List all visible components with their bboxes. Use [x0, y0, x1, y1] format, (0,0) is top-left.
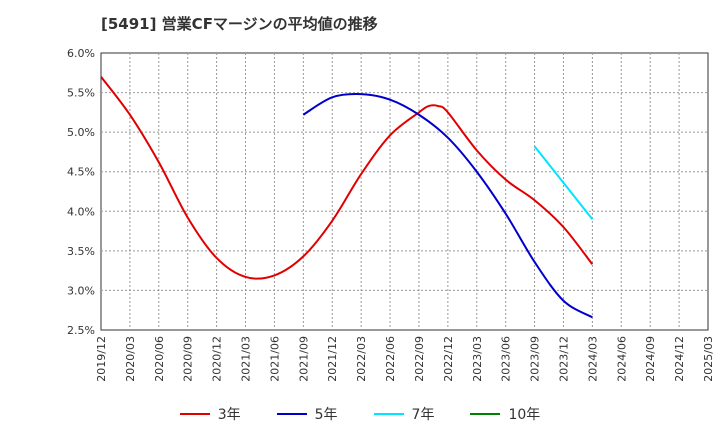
y-tick-label: 5.5%: [67, 87, 95, 100]
chart-title: [5491] 営業CFマージンの平均値の推移: [101, 15, 378, 33]
y-tick-label: 3.5%: [67, 245, 95, 258]
y-tick-label: 2.5%: [67, 324, 95, 337]
x-tick-label: 2021/06: [268, 336, 281, 382]
x-tick-label: 2024/12: [673, 336, 686, 382]
x-tick-label: 2021/12: [326, 336, 339, 382]
legend-label: 5年: [314, 407, 338, 423]
x-tick-label: 2022/06: [384, 336, 397, 382]
series-line-3年: [100, 76, 594, 280]
y-tick-label: 6.0%: [67, 47, 95, 60]
x-tick-label: 2023/03: [471, 336, 484, 382]
legend-item: 3年: [179, 404, 241, 424]
x-tick-label: 2021/09: [297, 336, 310, 382]
y-tick-label: 5.0%: [67, 126, 95, 139]
series-line-5年: [302, 92, 593, 319]
y-tick-label: 4.0%: [67, 205, 95, 218]
x-tick-label: 2023/06: [500, 336, 513, 382]
x-tick-label: 2024/03: [586, 336, 599, 382]
x-tick-label: 2022/09: [413, 336, 426, 382]
legend-item: 10年: [470, 404, 540, 424]
legend-swatch: [276, 413, 307, 415]
x-tick-label: 2024/09: [644, 336, 657, 382]
legend-swatch: [470, 413, 501, 415]
x-tick-label: 2022/03: [355, 336, 368, 382]
x-tick-label: 2020/12: [211, 336, 224, 382]
x-tick-label: 2025/03: [702, 336, 715, 382]
x-tick-label: 2020/06: [153, 336, 166, 382]
legend: 3年 5年 7年 10年: [0, 404, 720, 424]
series-line-7年: [533, 145, 594, 220]
x-tick-label: 2023/12: [557, 336, 570, 382]
x-axis-ticks: 2019/12 2020/03 2020/06 2020/09 2020/12 2021/…: [95, 336, 715, 382]
x-tick-label: 2022/12: [442, 336, 455, 382]
legend-label: 10年: [508, 407, 541, 423]
legend-label: 7年: [411, 407, 435, 423]
y-axis-ticks: 2.5% 3.0% 3.5% 4.0% 4.5% 5.0% 5.5% 6.0%: [67, 47, 95, 337]
series-lines: [100, 76, 594, 319]
legend-swatch: [373, 413, 404, 415]
legend-swatch: [179, 413, 210, 415]
legend-label: 3年: [217, 407, 241, 423]
grid-lines: [101, 53, 708, 330]
x-tick-label: 2019/12: [95, 336, 108, 382]
y-tick-label: 3.0%: [67, 284, 95, 297]
x-tick-label: 2023/09: [529, 336, 542, 382]
x-tick-label: 2020/03: [124, 336, 137, 382]
x-tick-label: 2021/03: [240, 336, 253, 382]
y-tick-label: 4.5%: [67, 166, 95, 179]
legend-item: 5年: [276, 404, 338, 424]
x-tick-label: 2024/06: [615, 336, 628, 382]
x-tick-label: 2020/09: [182, 336, 195, 382]
plot-area: [100, 52, 709, 331]
legend-item: 7年: [373, 404, 435, 424]
